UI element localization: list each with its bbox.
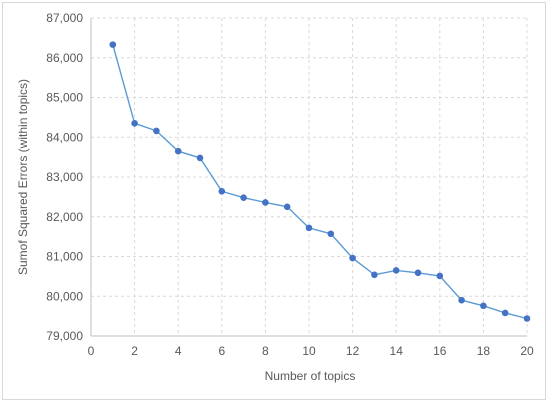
- x-tick-label: 16: [433, 344, 447, 358]
- data-point: [523, 315, 531, 322]
- data-point: [392, 267, 400, 274]
- data-point: [174, 147, 182, 155]
- x-tick-label: 14: [390, 344, 404, 358]
- series-line: [112, 44, 528, 320]
- data-point: [501, 309, 509, 317]
- x-tick-label: 4: [175, 344, 182, 358]
- data-point: [327, 230, 335, 238]
- x-tick-label: 2: [131, 344, 138, 358]
- data-point: [153, 127, 160, 135]
- data-point: [131, 120, 138, 127]
- data-point: [436, 272, 444, 280]
- data-point: [414, 269, 422, 277]
- y-tick-labels: 79,000 80,000 81,000 82,000 83,000 84,000 85,0…: [46, 11, 83, 343]
- y-tick-label: 80,000: [46, 289, 83, 303]
- series-layer: [109, 41, 531, 322]
- y-tick-label: 82,000: [46, 210, 83, 224]
- x-tick-label: 20: [520, 344, 534, 358]
- x-tick-labels: 0 2 4 6 8 10 12 14 16 18 20: [88, 344, 534, 358]
- x-tick-label: 18: [477, 344, 491, 358]
- grid-lines: [91, 17, 528, 336]
- y-axis-label: Sumof Squared Errors (within topics): [16, 79, 30, 275]
- data-point: [349, 254, 356, 262]
- y-tick-label: 85,000: [46, 91, 83, 105]
- data-point: [196, 154, 204, 162]
- x-tick-label: 12: [346, 344, 360, 358]
- y-tick-label: 81,000: [46, 250, 83, 264]
- data-point: [371, 271, 378, 279]
- data-point: [218, 188, 226, 195]
- data-point: [458, 296, 465, 304]
- x-tick-label: 0: [88, 344, 95, 358]
- data-point: [262, 199, 269, 206]
- y-tick-label: 86,000: [46, 51, 83, 65]
- x-axis-label: Number of topics: [265, 369, 356, 383]
- y-tick-label: 83,000: [46, 170, 83, 184]
- x-tick-label: 10: [302, 344, 316, 358]
- data-point: [109, 41, 117, 48]
- chart-frame: [2, 2, 546, 400]
- y-tick-label: 84,000: [46, 130, 83, 144]
- data-point: [240, 194, 247, 201]
- data-point: [305, 224, 313, 232]
- data-point: [480, 302, 487, 310]
- y-tick-label: 79,000: [46, 329, 83, 343]
- x-tick-label: 6: [218, 344, 225, 358]
- x-tick-label: 8: [262, 344, 269, 358]
- axes: [90, 18, 527, 337]
- y-tick-label: 87,000: [46, 11, 83, 25]
- data-point: [283, 203, 291, 211]
